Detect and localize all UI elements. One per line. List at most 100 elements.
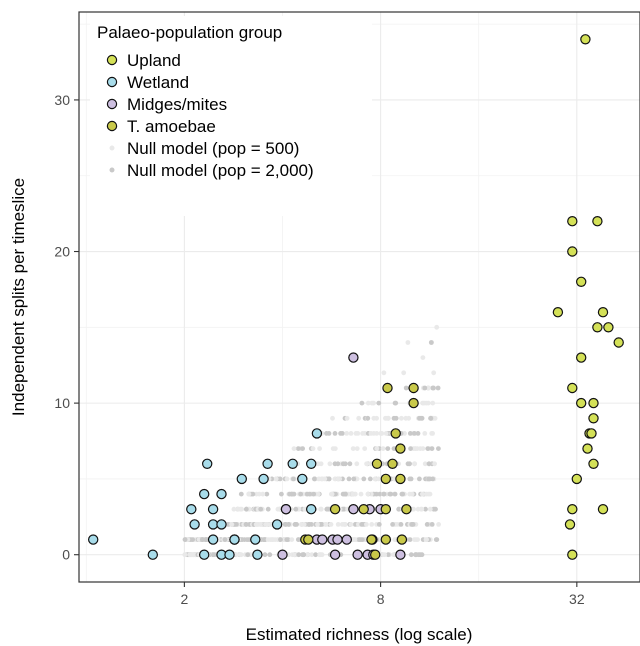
null-model-2000-point bbox=[313, 552, 318, 558]
null-model-2000-point bbox=[360, 537, 365, 542]
wetland-point bbox=[287, 458, 298, 469]
null-model-2000-point bbox=[429, 522, 435, 527]
upland-point bbox=[592, 322, 603, 333]
null-model-500-point bbox=[327, 461, 333, 467]
t-amoebae-point bbox=[358, 504, 369, 515]
legend-swatch-null-model-pop-2-000 bbox=[109, 167, 115, 173]
null-model-500-point bbox=[260, 491, 266, 497]
null-model-2000-point bbox=[376, 400, 382, 406]
null-model-2000-point bbox=[243, 506, 249, 512]
null-model-500-point bbox=[360, 431, 365, 436]
upland-point bbox=[567, 382, 578, 394]
null-model-500-point bbox=[431, 370, 437, 376]
null-model-500-point bbox=[309, 552, 315, 558]
null-model-500-point bbox=[315, 522, 320, 527]
null-model-500-point bbox=[256, 491, 262, 497]
legend-swatch-wetland bbox=[106, 76, 118, 88]
null-model-2000-point bbox=[346, 476, 352, 482]
upland-point bbox=[613, 337, 624, 348]
midges-mites-point bbox=[332, 534, 343, 545]
null-model-500-point bbox=[231, 506, 237, 512]
wetland-point bbox=[207, 504, 219, 515]
midges-mites-point bbox=[395, 549, 406, 560]
null-model-2000-point bbox=[365, 415, 371, 421]
null-model-2000-point bbox=[267, 552, 273, 558]
null-model-500-point bbox=[354, 446, 360, 451]
null-model-500-point bbox=[317, 446, 322, 451]
null-model-2000-point bbox=[351, 476, 357, 482]
data-points bbox=[87, 34, 624, 560]
null-model-500-point bbox=[246, 491, 252, 497]
null-model-500-point bbox=[368, 461, 373, 467]
wetland-point bbox=[147, 549, 158, 560]
y-tick-label: 10 bbox=[54, 395, 70, 411]
wetland-point bbox=[306, 504, 317, 515]
null-model-2000-point bbox=[335, 461, 341, 467]
null-model-2000-point bbox=[293, 506, 299, 512]
null-model-2000-point bbox=[408, 552, 414, 558]
legend-label-midges-mites: Midges/mites bbox=[127, 95, 227, 114]
null-model-2000-point bbox=[417, 476, 422, 482]
wetland-point bbox=[198, 488, 210, 500]
legend-label-wetland: Wetland bbox=[127, 73, 189, 92]
null-model-2000-point bbox=[278, 537, 283, 542]
wetland-point bbox=[198, 549, 210, 560]
y-tick-label: 0 bbox=[62, 547, 70, 563]
null-model-2000-point bbox=[333, 491, 338, 497]
null-model-2000-point bbox=[222, 537, 228, 542]
null-model-500-point bbox=[434, 324, 440, 330]
null-model-500-point bbox=[384, 415, 390, 421]
null-model-500-point bbox=[238, 552, 243, 558]
null-model-500-point bbox=[253, 522, 259, 527]
t-amoebae-point bbox=[395, 473, 406, 485]
null-model-500-point bbox=[330, 415, 335, 421]
null-model-500-point bbox=[356, 522, 361, 527]
wetland-point bbox=[271, 519, 283, 530]
null-model-500-point bbox=[412, 461, 417, 467]
null-model-2000-point bbox=[359, 522, 365, 527]
y-tick-label: 30 bbox=[54, 92, 70, 108]
null-model-500-point bbox=[319, 476, 324, 482]
null-model-2000-point bbox=[410, 522, 416, 527]
null-model-500-point bbox=[371, 431, 377, 436]
null-model-500-point bbox=[315, 491, 321, 497]
x-axis-ticks: 2 8 32 bbox=[180, 582, 585, 607]
null-model-500-point bbox=[374, 415, 379, 421]
null-model-2000-point bbox=[338, 431, 343, 436]
t-amoebae-point bbox=[390, 428, 401, 439]
null-model-2000-point bbox=[429, 446, 435, 451]
null-model-2000-point bbox=[426, 476, 431, 482]
midges-mites-point bbox=[352, 549, 363, 560]
null-model-2000-point bbox=[425, 446, 431, 451]
legend-title: Palaeo-population group bbox=[97, 23, 282, 42]
upland-point bbox=[588, 458, 599, 469]
null-model-500-point bbox=[315, 461, 321, 467]
null-model-500-point bbox=[412, 537, 417, 542]
null-model-2000-point bbox=[390, 522, 395, 527]
legend-label-null-model-pop-2-000: Null model (pop = 2,000) bbox=[127, 161, 314, 180]
null-model-2000-point bbox=[295, 446, 301, 451]
null-model-2000-point bbox=[416, 552, 422, 558]
t-amoebae-point bbox=[387, 458, 398, 469]
t-amoebae-point bbox=[380, 473, 391, 485]
midges-mites-point bbox=[280, 504, 292, 515]
null-model-500-point bbox=[420, 491, 425, 497]
null-model-2000-point bbox=[287, 491, 292, 497]
null-model-2000-point bbox=[279, 491, 284, 497]
null-model-2000-point bbox=[398, 522, 404, 527]
upland-point bbox=[571, 473, 583, 485]
null-model-2000-point bbox=[283, 522, 288, 527]
null-model-2000-point bbox=[296, 552, 302, 558]
t-amoebae-point bbox=[371, 458, 383, 469]
wetland-point bbox=[311, 428, 323, 439]
wetland-point bbox=[207, 534, 219, 545]
null-model-500-point bbox=[382, 552, 388, 558]
null-model-500-point bbox=[422, 461, 428, 467]
null-model-500-point bbox=[335, 476, 341, 482]
upland-point bbox=[567, 504, 578, 515]
null-model-500-point bbox=[409, 491, 415, 497]
null-model-2000-point bbox=[234, 522, 239, 527]
null-model-500-point bbox=[329, 491, 335, 497]
null-model-2000-point bbox=[392, 491, 398, 497]
null-model-2000-point bbox=[423, 506, 428, 512]
